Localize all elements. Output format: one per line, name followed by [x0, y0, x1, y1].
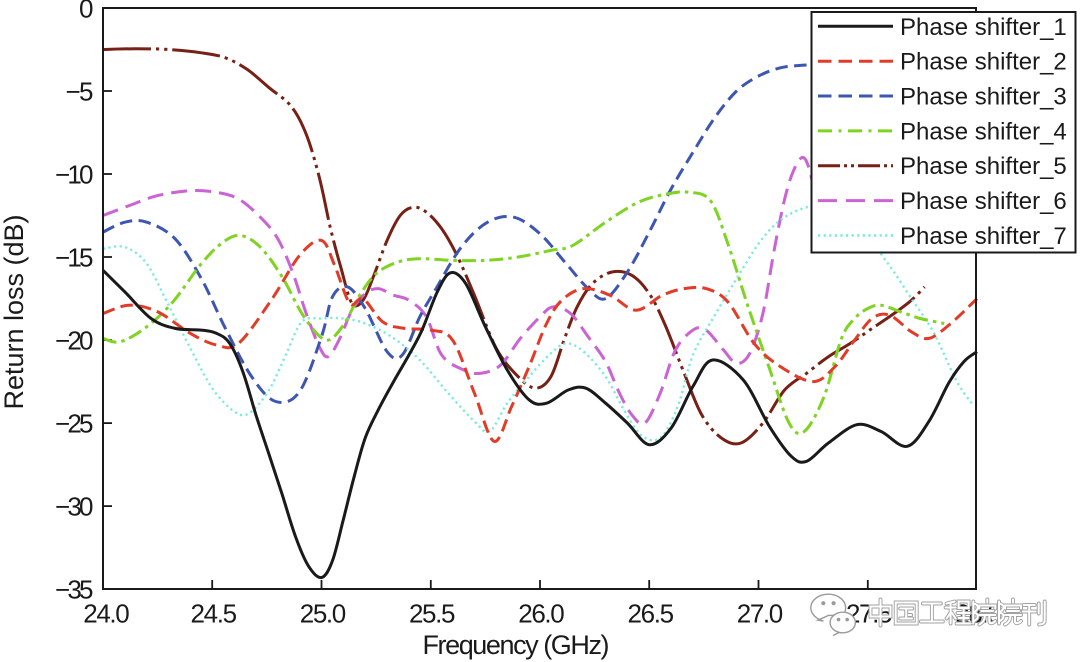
svg-text:−10: −10: [55, 159, 94, 189]
svg-text:24.5: 24.5: [191, 599, 238, 629]
svg-text:26.0: 26.0: [518, 599, 565, 629]
svg-text:−20: −20: [55, 325, 94, 355]
svg-text:−15: −15: [55, 242, 94, 272]
svg-text:Phase shifter_2: Phase shifter_2: [900, 49, 1067, 76]
svg-text:Phase shifter_3: Phase shifter_3: [900, 84, 1067, 111]
svg-text:Frequency (GHz): Frequency (GHz): [423, 630, 610, 660]
svg-text:Phase shifter_5: Phase shifter_5: [900, 153, 1067, 180]
svg-text:−5: −5: [66, 76, 94, 106]
svg-text:25.5: 25.5: [409, 599, 456, 629]
svg-text:−30: −30: [55, 491, 94, 521]
svg-text:Phase shifter_6: Phase shifter_6: [900, 188, 1067, 215]
svg-text:−25: −25: [55, 408, 94, 438]
svg-text:Phase shifter_7: Phase shifter_7: [900, 223, 1067, 250]
svg-text:24.0: 24.0: [83, 599, 130, 629]
svg-text:25.0: 25.0: [300, 599, 347, 629]
svg-text:Return loss (dB): Return loss (dB): [0, 215, 29, 410]
svg-text:0: 0: [79, 0, 93, 23]
svg-text:Phase shifter_4: Phase shifter_4: [900, 118, 1067, 145]
svg-text:Phase shifter_1: Phase shifter_1: [900, 14, 1067, 41]
svg-text:26.5: 26.5: [628, 599, 675, 629]
svg-text:−35: −35: [55, 574, 94, 604]
svg-text:27.0: 27.0: [737, 599, 784, 629]
